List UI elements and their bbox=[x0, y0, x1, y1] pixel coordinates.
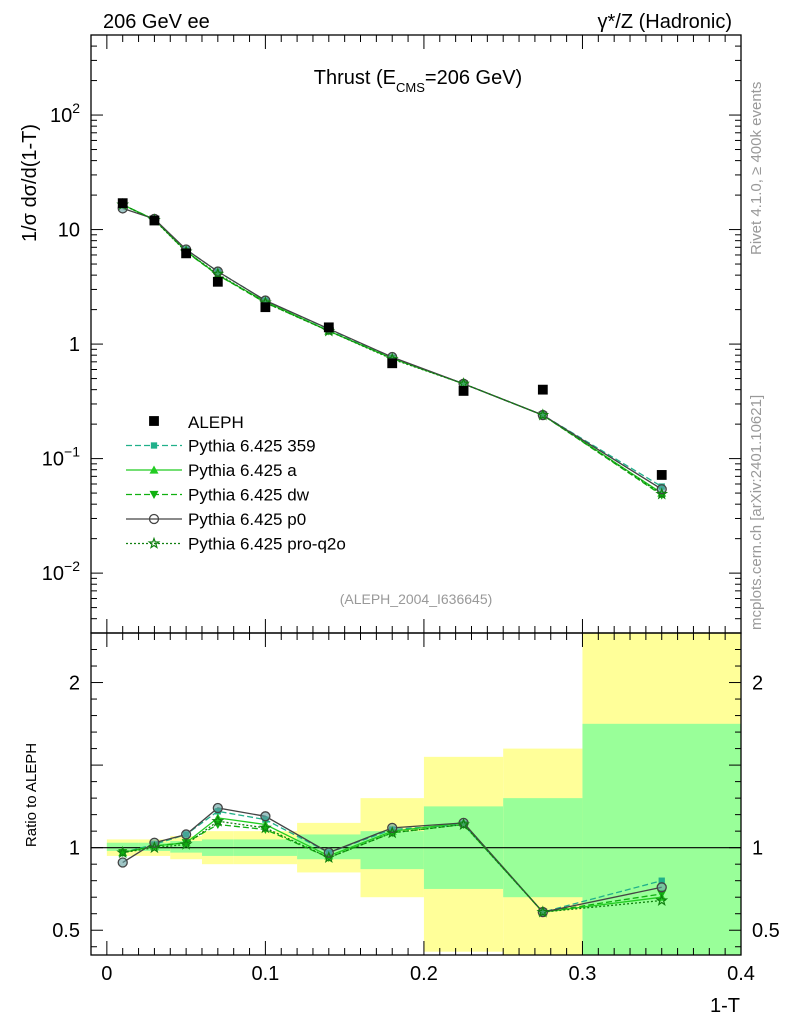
ratio-ytick-label-left-2: 2 bbox=[69, 673, 80, 695]
ratio-point-s3-9 bbox=[656, 882, 667, 893]
ratio-line-4 bbox=[122, 820, 662, 913]
data-point-3 bbox=[212, 276, 223, 287]
ratio-point-s4-7 bbox=[457, 817, 470, 830]
side-label-mcplots: mcplots.cern.ch [arXiv:2401.10621] bbox=[748, 395, 765, 630]
ratio-frame bbox=[90, 632, 742, 956]
main-ytick-label-1: 10−1 bbox=[42, 444, 80, 471]
ratio-ytick-label-left-0: 0.5 bbox=[52, 920, 80, 942]
plot-title: Thrust (ECMS=206 GeV) bbox=[314, 67, 522, 95]
legend-marker-1 bbox=[149, 465, 159, 474]
ratio-point-s4-3 bbox=[211, 814, 225, 827]
ratio-uncertainty-bands bbox=[91, 633, 741, 955]
x-axis-label: 1-T bbox=[710, 995, 740, 1017]
ratio-point-s3-3 bbox=[212, 802, 223, 814]
header-left: 206 GeV ee bbox=[103, 11, 210, 33]
main-point-s4-7 bbox=[457, 377, 470, 390]
data-point-4 bbox=[260, 302, 271, 313]
legend-label-1: Pythia 6.425 a bbox=[188, 461, 297, 480]
legend-marker-3 bbox=[148, 513, 160, 525]
data-point-5 bbox=[323, 322, 334, 333]
legend: ALEPH Pythia 6.425 359 Pythia 6.425 a Pythi… bbox=[126, 413, 346, 554]
data-point-6 bbox=[387, 358, 398, 369]
band-stat-6 bbox=[360, 831, 424, 870]
ratio-point-s4-4 bbox=[258, 821, 272, 834]
ratio-point-s4-0 bbox=[116, 845, 130, 859]
xtick-label-0: 0 bbox=[101, 963, 112, 985]
main-ytick-label-0: 10−2 bbox=[42, 558, 80, 585]
header-right: γ*/Z (Hadronic) bbox=[598, 11, 732, 33]
main-line-4 bbox=[122, 204, 663, 495]
ratio-point-s4-5 bbox=[322, 850, 336, 864]
ratio-point-s3-4 bbox=[260, 811, 271, 822]
ratio-point-s4-1 bbox=[148, 840, 161, 854]
main-ytick-label-2: 1 bbox=[69, 334, 80, 356]
data-point-1 bbox=[149, 215, 160, 226]
series-markers bbox=[116, 197, 669, 918]
main-point-s4-9 bbox=[655, 487, 669, 500]
y-axis-label-ratio: Ratio to ALEPH bbox=[23, 743, 40, 847]
xtick-label-2: 0.2 bbox=[410, 963, 438, 985]
main-ytick-label-3: 10 bbox=[58, 220, 80, 242]
y-axis-label-main: 1/σ dσ/d(1-T) bbox=[19, 124, 41, 242]
annotation-analysis-id: (ALEPH_2004_I636645) bbox=[340, 591, 493, 607]
ratio-point-s0-9 bbox=[658, 877, 665, 884]
main-point-s4-8 bbox=[536, 408, 550, 421]
ratio-point-s4-6 bbox=[385, 826, 399, 839]
ratio-point-s3-0 bbox=[117, 857, 128, 868]
side-label-rivet: Rivet 4.1.0, ≥ 400k events bbox=[748, 82, 765, 255]
series-lines bbox=[122, 204, 663, 913]
legend-marker-0 bbox=[150, 442, 158, 449]
legend-label-4: Pythia 6.425 pro-q2o bbox=[188, 535, 346, 554]
legend-label-3: Pythia 6.425 p0 bbox=[188, 510, 306, 529]
data-point-2 bbox=[181, 248, 192, 259]
xtick-label-3: 0.3 bbox=[569, 963, 597, 985]
ratio-ytick-label-right-1: 1 bbox=[752, 838, 763, 860]
main-point-s4-3 bbox=[211, 267, 225, 280]
ratio-point-s4-2 bbox=[179, 837, 193, 850]
xtick-label-4: 0.4 bbox=[727, 963, 755, 985]
legend-label-0: Pythia 6.425 359 bbox=[188, 437, 316, 456]
data-point-8 bbox=[537, 384, 548, 395]
main-ytick-label-4: 102 bbox=[50, 100, 80, 127]
data-point-7 bbox=[458, 386, 469, 396]
data-point-9 bbox=[656, 470, 667, 480]
ratio-point-s2-2 bbox=[181, 839, 191, 848]
ratio-line-3 bbox=[122, 807, 662, 913]
legend-marker-data bbox=[149, 416, 159, 426]
legend-marker-2 bbox=[149, 490, 159, 499]
main-line-3 bbox=[122, 207, 663, 490]
band-stat-9 bbox=[582, 723, 741, 955]
legend-label-2: Pythia 6.425 dw bbox=[188, 486, 310, 505]
legend-marker-4 bbox=[147, 536, 161, 549]
ratio-ytick-label-left-1: 1 bbox=[69, 838, 80, 860]
ratio-ytick-label-right-2: 2 bbox=[752, 673, 763, 695]
ratio-ytick-label-right-0: 0.5 bbox=[752, 920, 780, 942]
ratio-point-s3-2 bbox=[180, 829, 192, 840]
data-point-0 bbox=[117, 198, 128, 209]
ratio-point-s4-9 bbox=[655, 893, 669, 906]
axes: 10−2 10−1 1 10 102 0.5 0.5 1 1 2 2 0 0.1 0.2 0.3 0.4 bbox=[42, 34, 780, 985]
ratio-point-s4-8 bbox=[536, 905, 550, 918]
xtick-label-1: 0.1 bbox=[251, 963, 279, 985]
legend-label-data: ALEPH bbox=[188, 413, 244, 432]
